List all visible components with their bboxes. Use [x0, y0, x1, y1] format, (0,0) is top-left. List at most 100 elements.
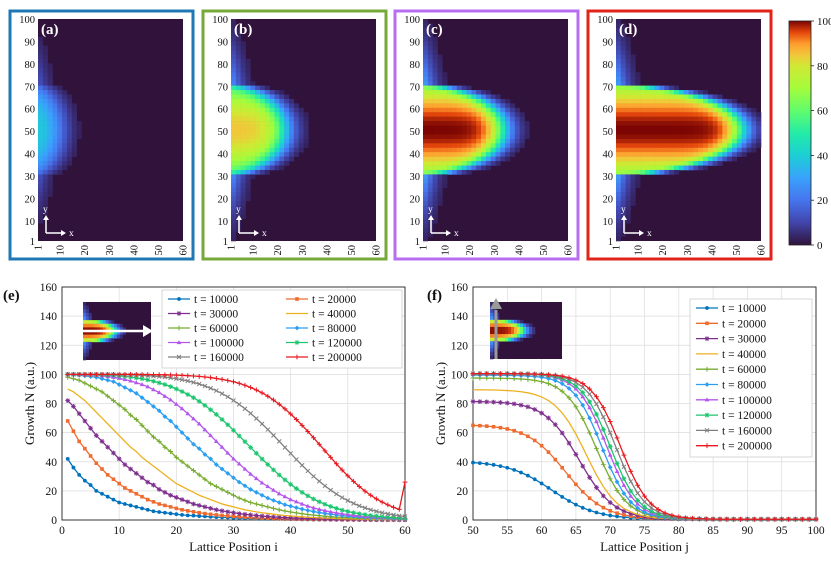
heatmap-cell: [683, 94, 689, 100]
heatmap-cell: [481, 94, 487, 100]
heatmap-cell: [456, 134, 462, 140]
heatmap-cell: [712, 112, 718, 117]
heatmap-image: [423, 19, 568, 242]
heatmap-cell: [231, 152, 237, 157]
data-point: [471, 423, 475, 428]
data-point: [208, 375, 214, 380]
heatmap-y-tick: 80: [25, 60, 36, 71]
heatmap-cell: [495, 103, 501, 109]
heatmap-cell: [432, 58, 438, 64]
heatmap-cell: [432, 107, 438, 113]
heatmap-cell: [264, 134, 270, 140]
heatmap-y-tick: 100: [19, 15, 35, 26]
heatmap-cell: [47, 76, 53, 82]
heatmap-cell: [669, 130, 675, 135]
heatmap-cell: [62, 121, 68, 126]
inset-cell: [490, 309, 494, 313]
heatmap-cell: [432, 125, 438, 131]
heatmap-cell: [510, 138, 516, 144]
data-point: [594, 401, 599, 407]
heatmap-cell: [427, 196, 433, 202]
heatmap-cell: [698, 165, 704, 171]
heatmap-cell: [727, 125, 733, 131]
heatmap-cell: [427, 152, 433, 157]
heatmap-cell: [751, 147, 757, 153]
data-point: [614, 461, 620, 466]
heatmap-cell: [240, 201, 246, 206]
heatmap-cell: [466, 165, 472, 171]
data-point: [546, 376, 551, 381]
data-point: [299, 462, 305, 468]
heatmap-cell: [423, 196, 429, 202]
data-point: [197, 514, 202, 518]
heatmap-cell: [52, 147, 58, 153]
heatmap-cell: [447, 112, 453, 117]
data-point: [99, 438, 105, 444]
data-point: [82, 380, 88, 386]
data-point: [196, 398, 202, 404]
heatmap-cell: [260, 121, 266, 126]
heatmap-cell: [38, 161, 44, 166]
heatmap-cell: [250, 94, 256, 100]
heatmap-cell: [732, 138, 738, 144]
y-tick-label: 80: [457, 399, 469, 411]
heatmap-cell: [42, 72, 48, 78]
data-point: [282, 445, 288, 450]
legend-entry: t = 100000: [168, 338, 244, 350]
heatmap-cell: [616, 152, 622, 157]
heatmap-cell: [452, 134, 458, 140]
heatmap-cell: [485, 90, 491, 95]
heatmap-cell: [620, 125, 626, 131]
data-point: [185, 499, 191, 505]
heatmap-cell: [240, 169, 246, 175]
heatmap-cell: [437, 112, 443, 117]
heatmap-cell: [741, 147, 747, 153]
heatmap-cell: [289, 152, 295, 157]
data-point: [173, 495, 179, 500]
heatmap-cell: [630, 134, 636, 140]
heatmap-cell: [461, 94, 467, 100]
heatmap-cell: [746, 107, 752, 113]
heatmap-cell: [452, 112, 458, 117]
heatmap-cell: [442, 156, 448, 162]
y-axis-label: Growth N (a.u.): [22, 362, 37, 445]
data-point: [772, 516, 778, 522]
data-point: [311, 496, 316, 502]
heatmap-cell: [640, 156, 646, 162]
heatmap-cell: [245, 174, 251, 180]
heatmap-cell: [57, 107, 63, 113]
heatmap-cell: [260, 125, 266, 131]
heatmap-cell: [616, 156, 622, 162]
heatmap-cell: [678, 121, 684, 126]
data-point: [391, 512, 396, 518]
heatmap-cell: [620, 76, 626, 82]
heatmap-cell: [703, 147, 709, 153]
inset-cell: [108, 338, 112, 343]
heatmap-cell: [67, 107, 73, 113]
inset-cell: [490, 323, 494, 328]
heatmap-cell: [732, 143, 738, 149]
inset-cell: [85, 334, 89, 339]
heatmap-cell: [432, 81, 438, 86]
inset-cell: [100, 320, 104, 325]
data-point: [642, 504, 647, 510]
heatmap-cell: [659, 94, 665, 100]
heatmap-cell: [490, 116, 496, 122]
data-point: [328, 504, 334, 509]
heatmap-cell: [741, 143, 747, 149]
heatmap-cell: [442, 94, 448, 100]
data-point: [608, 513, 613, 518]
heatmap-cell: [461, 130, 467, 135]
heatmap-cell: [669, 169, 675, 175]
heatmap-cell: [505, 138, 511, 144]
heatmap-cell: [437, 138, 443, 144]
heatmap-cell: [495, 161, 501, 166]
data-point: [484, 424, 489, 428]
heatmap-cell: [625, 152, 631, 157]
heatmap-cell: [42, 81, 48, 86]
data-point: [786, 516, 791, 522]
heatmap-cell: [62, 116, 68, 122]
heatmap-cell: [688, 103, 694, 109]
heatmap-cell: [485, 161, 491, 166]
